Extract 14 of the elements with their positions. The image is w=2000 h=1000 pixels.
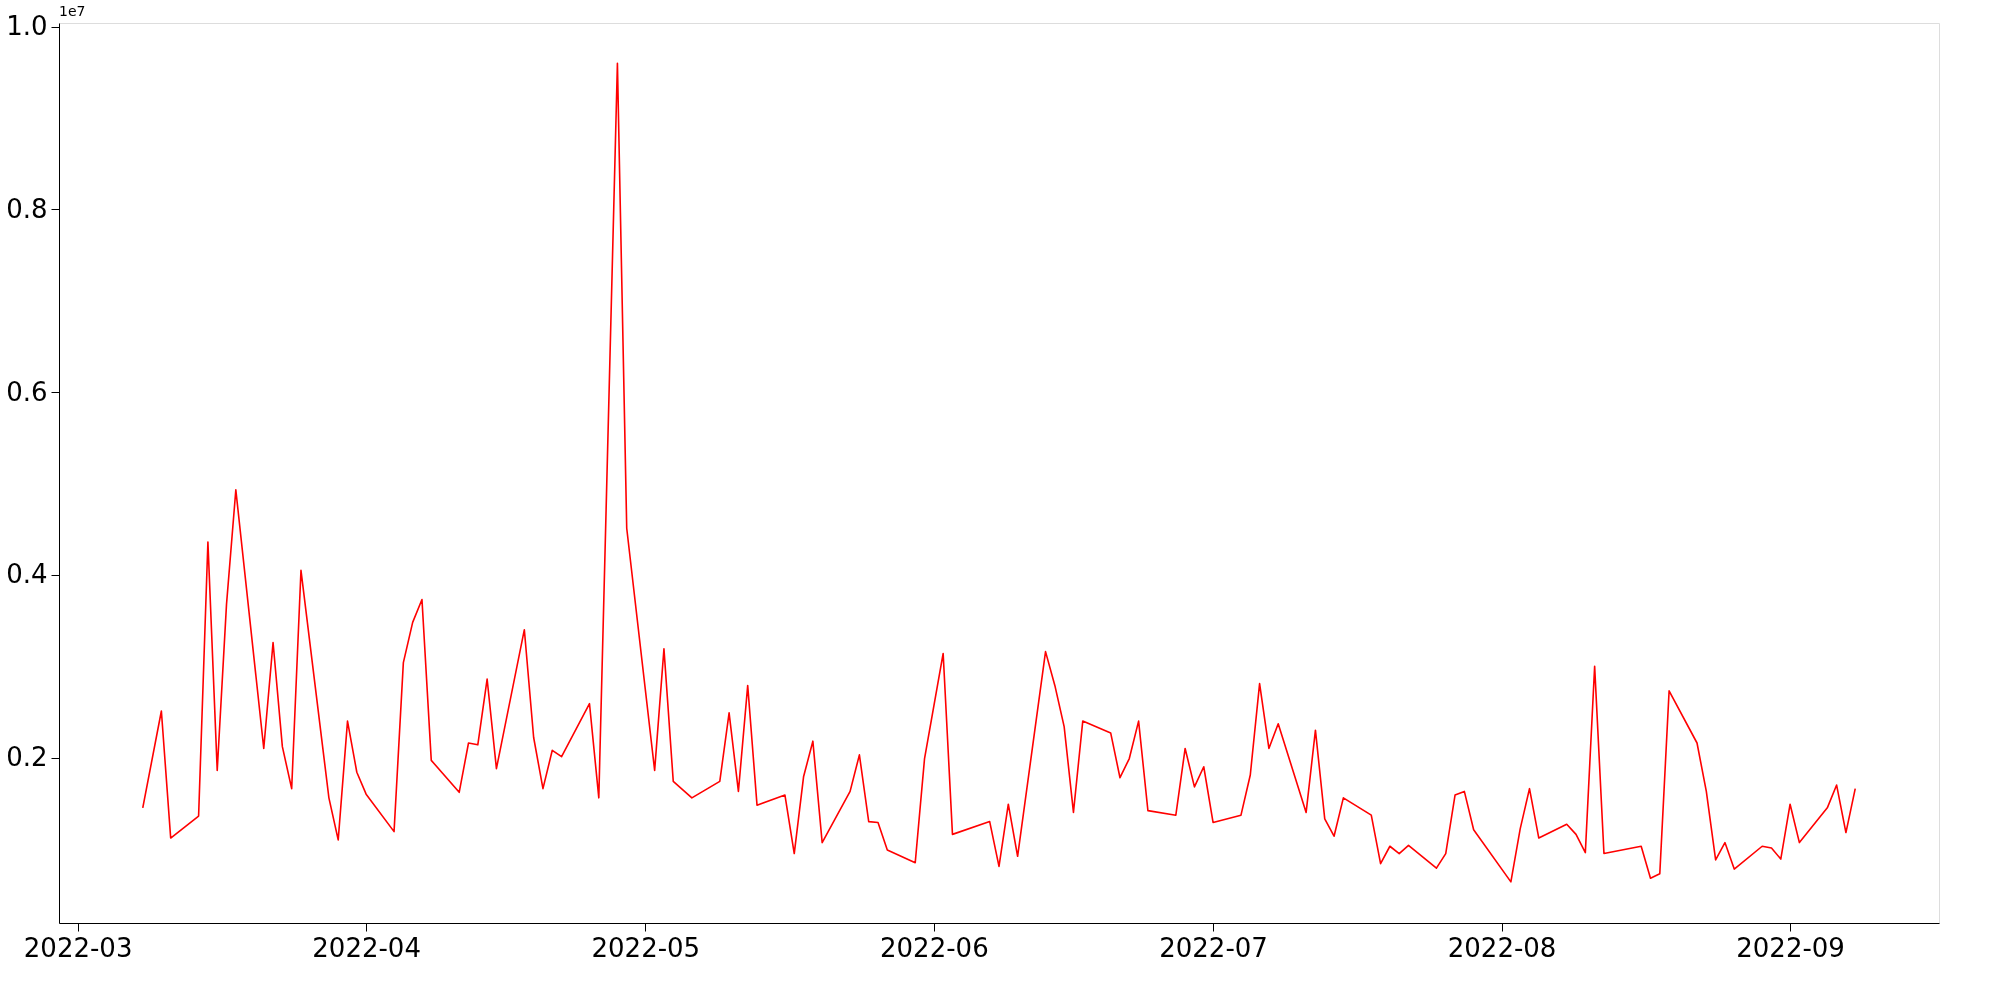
x-tick-label: 2022-03	[23, 932, 133, 963]
line-series	[141, 62, 1857, 883]
x-tick-label: 2022-06	[880, 932, 989, 963]
x-tick-label: 2022-08	[1447, 932, 1557, 963]
x-tick-label: 2022-05	[591, 932, 701, 963]
x-tick-label: 2022-09	[1736, 932, 1845, 963]
y-tick-label: 1.0	[6, 11, 48, 42]
y-tick-label: 0.6	[6, 376, 48, 407]
y-tick-label: 0.8	[6, 193, 48, 224]
y-tick-label: 0.2	[6, 742, 48, 773]
x-tick-label: 2022-07	[1159, 932, 1268, 963]
text: 1e7	[59, 3, 86, 19]
y-tick-label: 0.4	[6, 559, 48, 590]
x-tick-label: 2022-04	[312, 932, 421, 963]
